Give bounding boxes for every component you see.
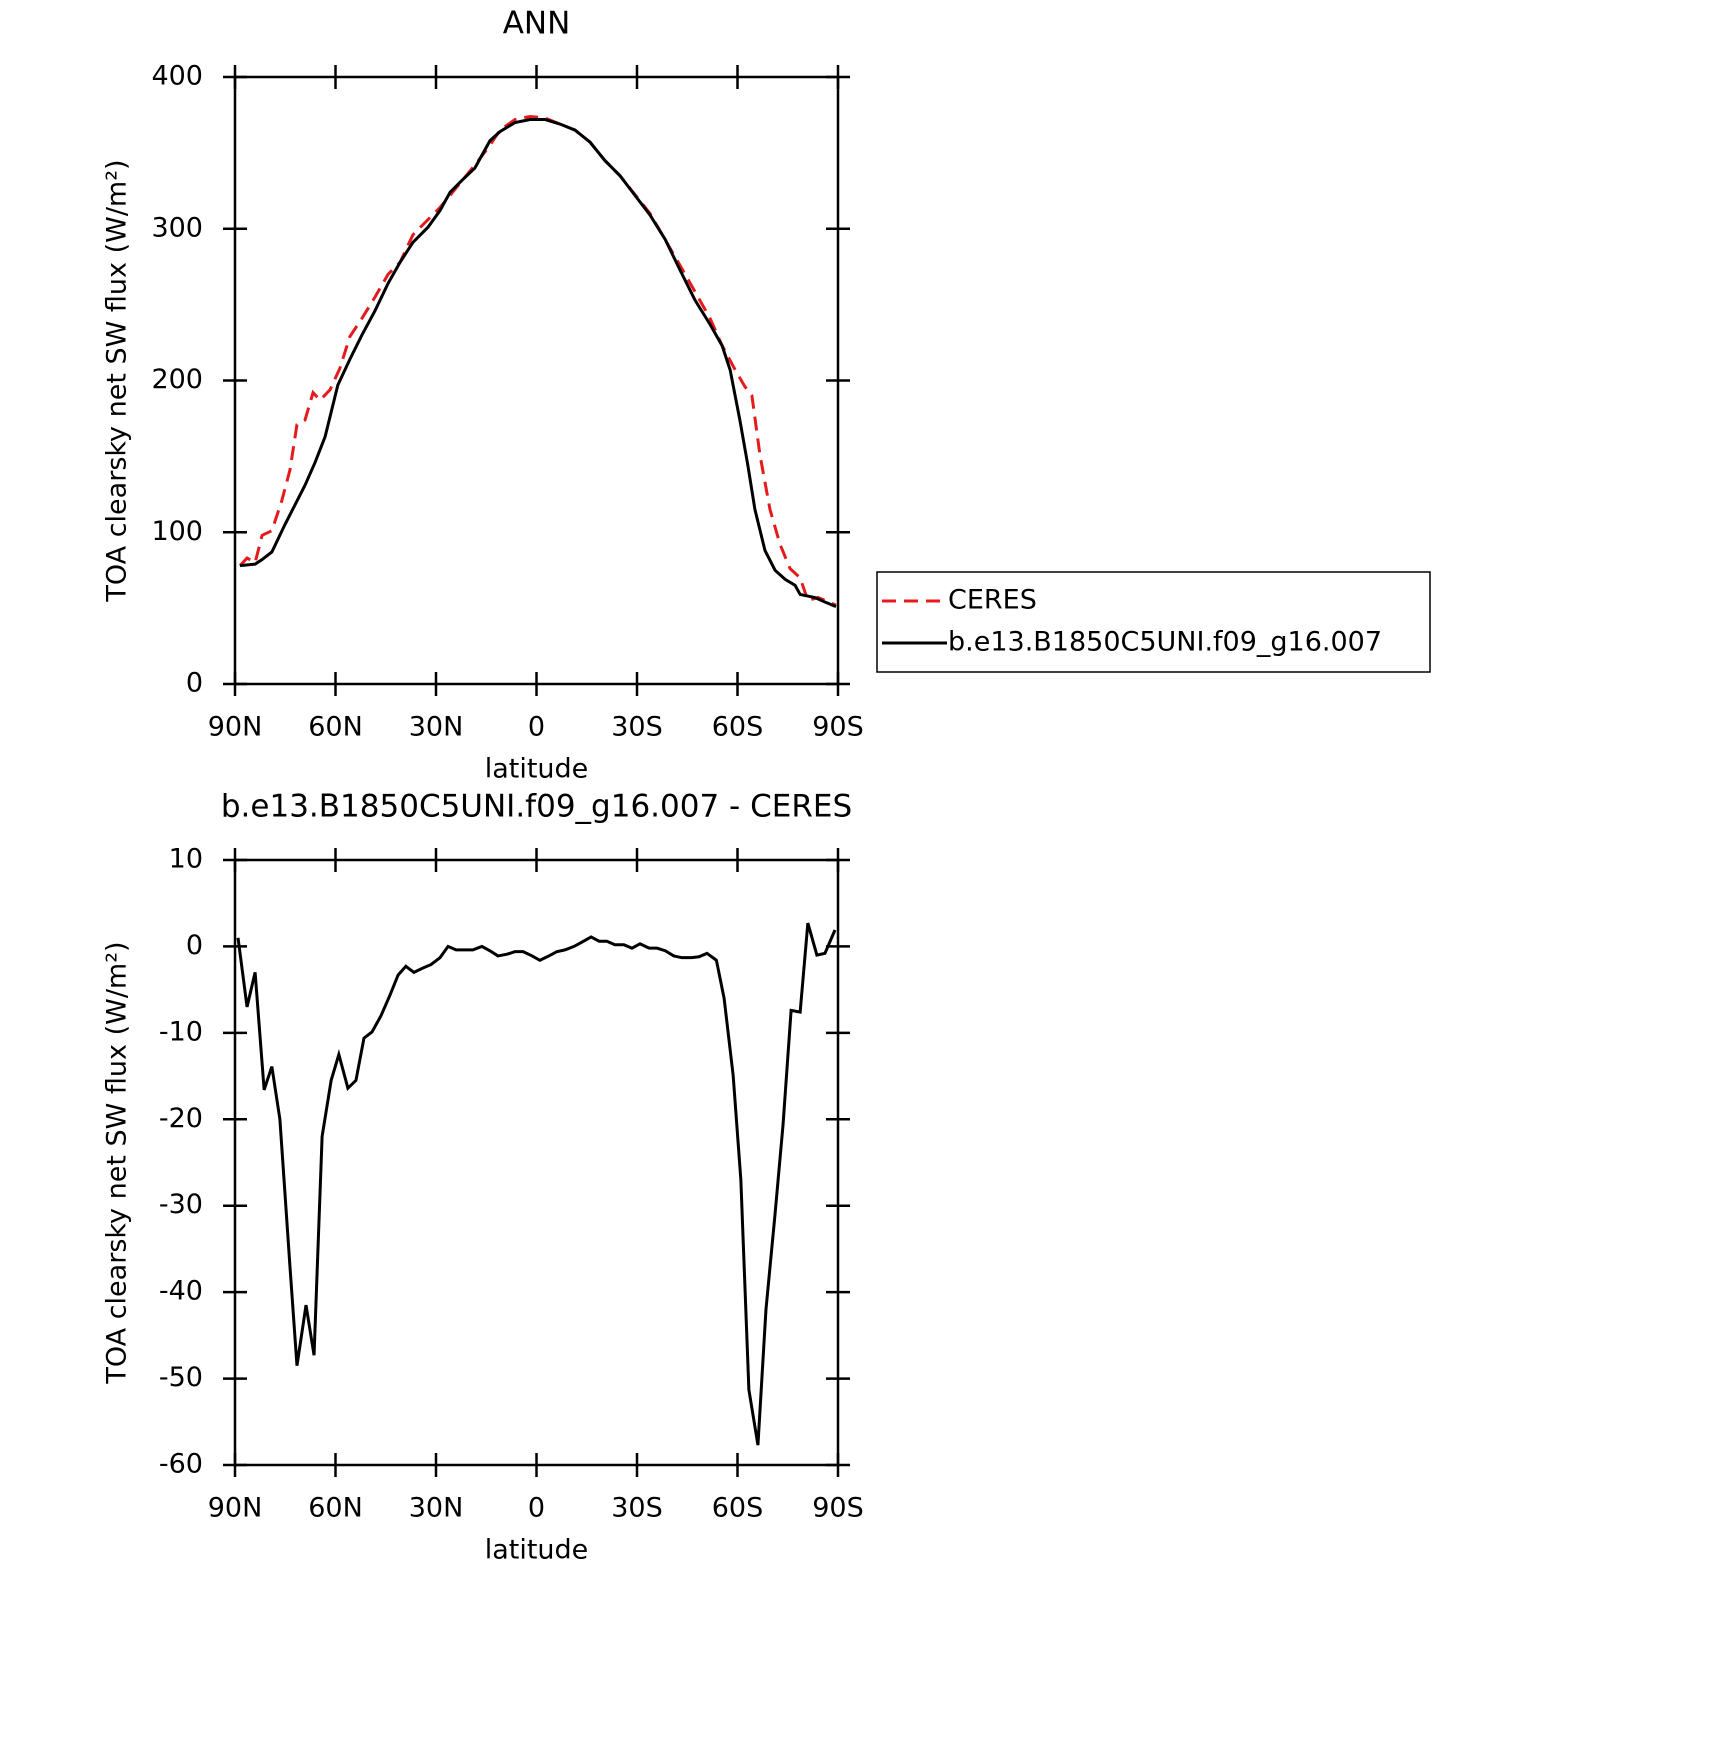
x-tick-label: 60S xyxy=(712,712,764,743)
x-tick-label: 90S xyxy=(812,712,864,743)
x-tick-label: 90S xyxy=(812,1493,864,1524)
data-line xyxy=(238,114,837,607)
y-axis-label: TOA clearsky net SW flux (W/m²) xyxy=(102,159,133,602)
x-tick-label: 90N xyxy=(208,712,263,743)
y-tick-label: 300 xyxy=(151,212,203,243)
y-tick-label: 0 xyxy=(186,930,203,961)
y-tick-label: -40 xyxy=(159,1276,203,1307)
x-tick-label: 60N xyxy=(308,712,363,743)
x-tick-label: 60N xyxy=(308,1493,363,1524)
y-tick-label: -10 xyxy=(159,1016,203,1047)
y-tick-label: -60 xyxy=(159,1449,203,1480)
x-axis-label: latitude xyxy=(485,754,589,785)
legend-box xyxy=(876,571,1431,673)
y-tick-label: -20 xyxy=(159,1103,203,1134)
x-tick-label: 30S xyxy=(611,1493,663,1524)
x-tick-label: 90N xyxy=(208,1493,263,1524)
data-line xyxy=(239,117,837,608)
y-tick-label: 400 xyxy=(151,61,203,92)
legend-label: CERES xyxy=(948,585,1037,616)
x-tick-label: 30S xyxy=(611,712,663,743)
data-line xyxy=(236,922,837,1446)
y-axis-label: TOA clearsky net SW flux (W/m²) xyxy=(102,941,133,1384)
x-tick-label: 30N xyxy=(409,1493,464,1524)
x-tick-label: 30N xyxy=(409,712,464,743)
chart-title: b.e13.B1850C5UNI.f09_g16.007 - CERES xyxy=(221,789,852,825)
plot-frame xyxy=(233,75,840,686)
y-tick-label: 200 xyxy=(151,364,203,395)
x-tick-label: 0 xyxy=(528,712,545,743)
y-tick-label: 0 xyxy=(186,668,203,699)
y-tick-label: -30 xyxy=(159,1189,203,1220)
x-axis-label: latitude xyxy=(485,1535,589,1566)
y-tick-label: 100 xyxy=(151,516,203,547)
legend-label: b.e13.B1850C5UNI.f09_g16.007 xyxy=(948,627,1382,658)
legend: CERES b.e13.B1850C5UNI.f09_g16.007 xyxy=(876,571,1431,673)
x-tick-label: 60S xyxy=(712,1493,764,1524)
y-tick-label: 10 xyxy=(169,844,203,875)
x-tick-label: 0 xyxy=(528,1493,545,1524)
y-tick-label: -50 xyxy=(159,1362,203,1393)
chart-title: ANN xyxy=(503,6,571,42)
